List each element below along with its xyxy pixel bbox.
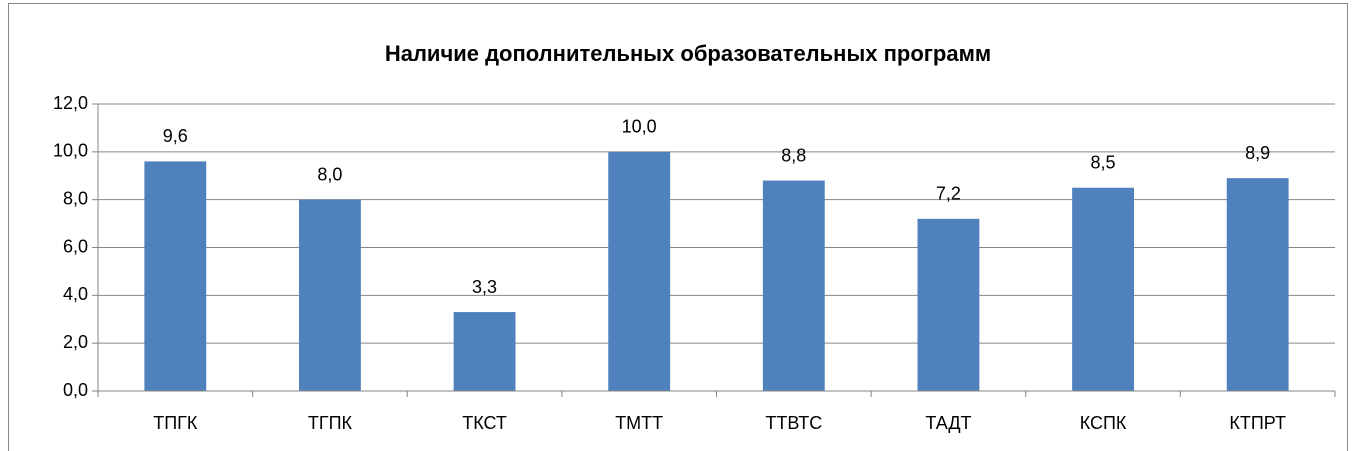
data-label: 8,9	[1245, 143, 1270, 163]
data-label: 10,0	[622, 117, 657, 137]
y-tick-label: 6,0	[63, 236, 88, 256]
bar	[1226, 178, 1289, 391]
x-tick-label: КСПК	[1080, 413, 1127, 433]
bar	[453, 312, 516, 391]
chart-border	[8, 3, 1348, 451]
y-tick-label: 4,0	[63, 284, 88, 304]
data-label: 8,8	[781, 145, 806, 165]
data-label: 7,2	[936, 184, 961, 204]
x-tick-label: КТПРТ	[1229, 413, 1286, 433]
x-tick-label: ТМТТ	[615, 413, 663, 433]
data-label: 3,3	[472, 277, 497, 297]
bar	[144, 161, 207, 391]
x-tick-label: ТТВТС	[765, 413, 822, 433]
data-label: 8,0	[317, 164, 342, 184]
data-label: 8,5	[1091, 152, 1116, 172]
y-tick-label: 8,0	[63, 188, 88, 208]
bar	[917, 218, 980, 391]
y-tick-label: 0,0	[63, 380, 88, 400]
chart-title: Наличие дополнительных образовательных п…	[385, 41, 991, 66]
bar	[299, 199, 361, 391]
bar	[762, 180, 825, 391]
x-tick-label: ТГПК	[308, 413, 353, 433]
y-tick-label: 2,0	[63, 332, 88, 352]
bar	[608, 151, 671, 391]
bar	[1072, 187, 1134, 391]
x-tick-label: ТКСТ	[462, 413, 507, 433]
data-label: 9,6	[163, 126, 188, 146]
y-tick-label: 12,0	[53, 93, 88, 113]
x-tick-label: ТАДТ	[925, 413, 971, 433]
x-tick-label: ТПГК	[153, 413, 198, 433]
y-tick-label: 10,0	[53, 141, 88, 161]
